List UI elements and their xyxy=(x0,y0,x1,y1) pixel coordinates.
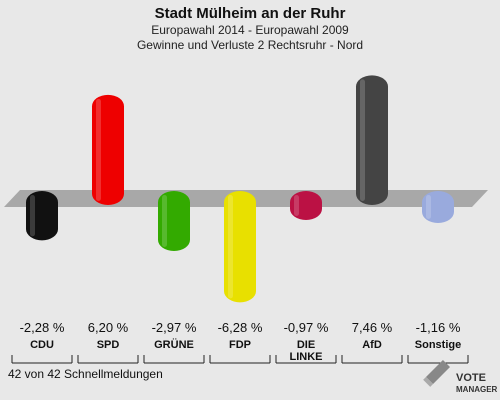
bar-die-linke xyxy=(290,191,322,221)
category-label: Sonstige xyxy=(415,339,461,351)
bar-sonstige xyxy=(422,191,454,223)
logo-text-manager: MANAGER xyxy=(456,385,498,394)
category-label: LINKE xyxy=(290,351,323,363)
bar-body xyxy=(92,94,124,205)
bar-body xyxy=(290,191,322,221)
chart-title: Stadt Mülheim an der Ruhr xyxy=(155,5,346,22)
bar-body xyxy=(224,191,256,303)
bar-gr-ne xyxy=(158,191,190,252)
category-label: DIE xyxy=(297,339,315,351)
category-label: CDU xyxy=(30,339,54,351)
bar-highlight xyxy=(294,195,299,217)
bar-afd xyxy=(356,75,388,206)
chart-subtitle-2: Gewinne und Verluste 2 Rechtsruhr - Nord xyxy=(137,38,363,52)
value-label: -2,97 % xyxy=(152,320,197,335)
bar-spd xyxy=(92,94,124,205)
bar-body xyxy=(422,191,454,223)
bar-body xyxy=(356,75,388,206)
category-label: FDP xyxy=(229,339,251,351)
bar-highlight xyxy=(360,79,365,201)
bars-group xyxy=(26,75,454,303)
bar-highlight xyxy=(96,98,101,201)
bar-cdu xyxy=(26,191,58,241)
value-label: -6,28 % xyxy=(218,320,263,335)
category-label: AfD xyxy=(362,339,382,351)
value-label: -0,97 % xyxy=(284,320,329,335)
bar-highlight xyxy=(30,195,35,237)
chart-subtitle: Europawahl 2014 - Europawahl 2009 xyxy=(151,23,349,37)
bar-highlight xyxy=(426,195,431,219)
bar-body xyxy=(26,191,58,241)
value-label: 7,46 % xyxy=(352,320,393,335)
bar-highlight xyxy=(228,195,233,299)
bar-fdp xyxy=(224,191,256,303)
value-label: -2,28 % xyxy=(20,320,65,335)
value-label: -1,16 % xyxy=(416,320,461,335)
value-label: 6,20 % xyxy=(88,320,129,335)
category-label: SPD xyxy=(97,339,120,351)
bar-body xyxy=(158,191,190,252)
logo-text-vote: VOTE xyxy=(456,372,486,384)
bar-highlight xyxy=(162,195,167,248)
category-label: GRÜNE xyxy=(154,338,194,351)
vote-manager-logo: VOTE MANAGER xyxy=(423,359,498,394)
labels-group: -2,28 % CDU 6,20 % SPD -2,97 % GRÜNE -6,28 % FD… xyxy=(11,320,469,364)
footer-text: 42 von 42 Schnellmeldungen xyxy=(8,367,163,381)
